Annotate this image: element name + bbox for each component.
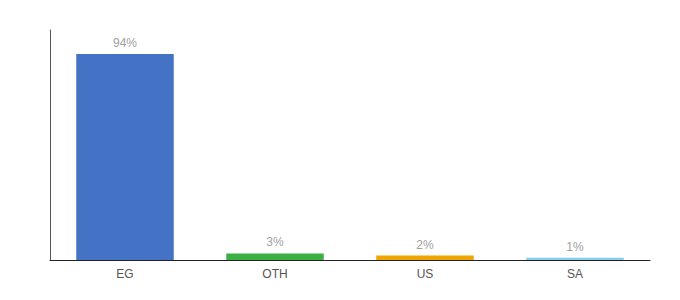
svg-text:OTH: OTH [262, 267, 287, 281]
svg-text:2%: 2% [416, 238, 434, 252]
svg-text:SA: SA [567, 267, 583, 281]
svg-text:1%: 1% [566, 240, 584, 254]
svg-text:US: US [417, 267, 434, 281]
svg-text:3%: 3% [266, 235, 284, 249]
svg-text:EG: EG [116, 267, 133, 281]
svg-text:94%: 94% [113, 36, 137, 50]
